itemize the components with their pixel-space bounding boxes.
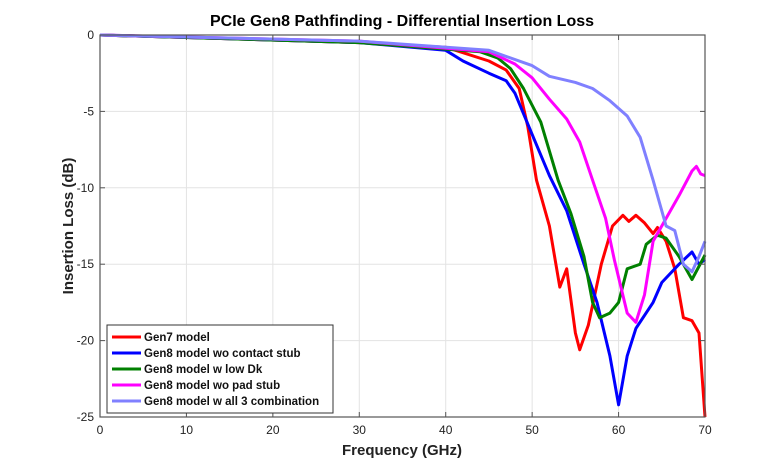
legend-label: Gen8 model w all 3 combination — [144, 396, 319, 408]
x-tick-label: 10 — [180, 423, 194, 437]
x-tick-label: 0 — [97, 423, 104, 437]
legend-label: Gen8 model wo contact stub — [144, 348, 301, 360]
plot-frame — [99, 34, 706, 418]
y-tick-label: -25 — [77, 410, 95, 424]
x-axis-label: Frequency (GHz) — [342, 442, 462, 459]
x-tick-label: 40 — [439, 423, 453, 437]
y-tick-label: -15 — [77, 257, 95, 271]
x-tick-label: 20 — [266, 423, 280, 437]
legend-label: Gen8 model w low Dk — [144, 364, 263, 376]
x-tick-label: 60 — [612, 423, 626, 437]
y-tick-label: -10 — [77, 181, 95, 195]
series-line-4 — [99, 33, 706, 324]
y-tick-label: -20 — [77, 334, 95, 348]
y-tick-label: -5 — [83, 104, 94, 118]
x-tick-label: 50 — [525, 423, 539, 437]
x-tick-label: 30 — [353, 423, 367, 437]
legend-label: Gen8 model wo pad stub — [144, 380, 280, 392]
series-line-5 — [99, 33, 707, 274]
legend-label: Gen7 model — [144, 332, 210, 344]
y-tick-label: 0 — [87, 28, 94, 42]
legend-box — [106, 324, 334, 414]
x-tick-label: 70 — [698, 423, 712, 437]
series-line-3 — [99, 33, 707, 320]
y-axis-label: Insertion Loss (dB) — [60, 158, 77, 295]
chart-title: PCIe Gen8 Pathfinding - Differential Ins… — [210, 13, 594, 30]
